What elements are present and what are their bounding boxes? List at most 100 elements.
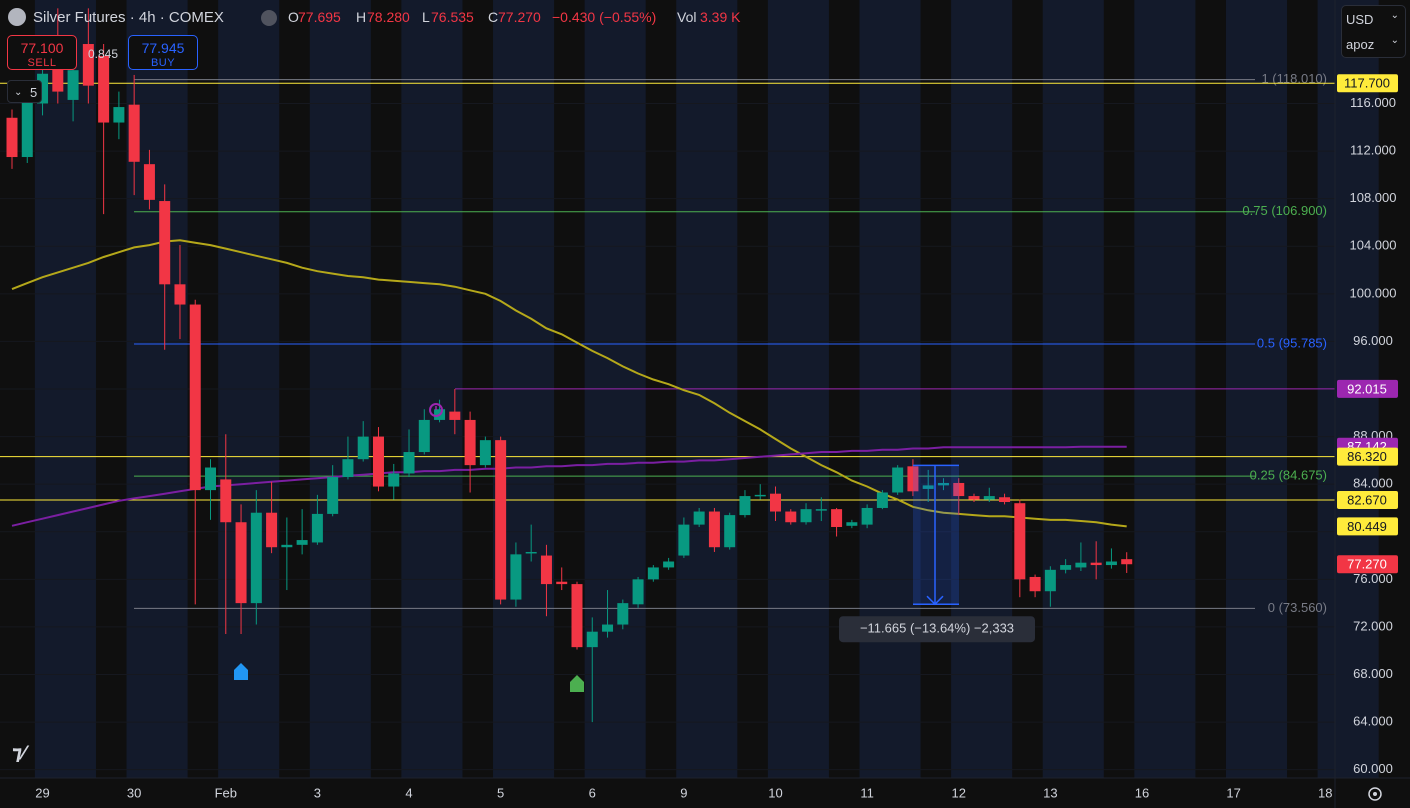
x-tick-label: 5: [497, 785, 504, 800]
alert-icon: [429, 403, 443, 417]
candle-body: [999, 497, 1011, 503]
sell-label: SELL: [27, 57, 57, 69]
candle-body: [82, 44, 94, 86]
candle-body: [846, 522, 858, 526]
ohlc-value: 77.695: [298, 9, 341, 25]
y-tick-label: 108.000: [1350, 190, 1397, 205]
buy-price: 77.945: [141, 40, 185, 56]
candle-body: [647, 567, 659, 580]
candle-body: [953, 482, 965, 497]
indicator-toggle[interactable]: ⌄ 5: [7, 80, 42, 103]
candle-body: [403, 452, 415, 474]
candle-body: [739, 496, 751, 516]
volume-key: Vol: [677, 9, 697, 25]
unit: apoz: [1346, 37, 1375, 52]
candle-body: [1090, 562, 1102, 566]
candle-body: [1121, 559, 1133, 565]
y-tick-label: 72.000: [1353, 618, 1393, 633]
candle-body: [464, 419, 476, 466]
signal-marker: [234, 663, 248, 680]
candle-body: [770, 493, 781, 512]
candle-body: [724, 515, 736, 548]
buy-button[interactable]: 77.945 BUY: [128, 35, 198, 70]
candle-body: [327, 477, 339, 514]
candle-body: [861, 507, 873, 525]
spread: 0.845: [88, 47, 119, 61]
chevron: ⌄: [14, 87, 23, 98]
x-tick-label: 17: [1226, 785, 1240, 800]
measure-label: −11.665 (−13.64%) −2,333: [860, 621, 1014, 636]
signal-marker: [570, 675, 584, 692]
moving-average: [11, 239, 1127, 528]
candle-body: [6, 117, 18, 158]
chevron: ⌄: [1390, 35, 1399, 46]
ohlc-value: 78.280: [367, 9, 410, 25]
ohlc-key: H: [356, 9, 367, 25]
y-tick-label: 60.000: [1353, 761, 1393, 776]
currency-selector[interactable]: USD apoz ⌄ ⌄: [1341, 5, 1406, 58]
price-badge-label: 82.670: [1347, 492, 1387, 507]
symbol-icon: [8, 8, 26, 26]
price-badge-label: 80.449: [1347, 519, 1387, 534]
candle-body: [128, 104, 140, 162]
measure-box: [913, 465, 959, 605]
candle-body: [250, 512, 262, 604]
x-tick-label: 13: [1043, 785, 1057, 800]
price-badge: [1337, 447, 1398, 466]
x-tick-label: 12: [952, 785, 966, 800]
candle-body: [67, 70, 79, 100]
y-tick-label: 64.000: [1353, 714, 1393, 729]
candle-body: [571, 584, 583, 648]
fib-label: 1 (118.010): [1261, 71, 1327, 86]
candle-body: [892, 467, 904, 493]
sell-button[interactable]: 77.100 SELL: [7, 35, 77, 70]
candle-body: [388, 473, 400, 487]
ohlc-value: 76.535: [431, 9, 474, 25]
candle-body: [418, 419, 430, 453]
price-badge: [1337, 555, 1398, 574]
measure-label-bg: [839, 616, 1035, 643]
candle-body: [510, 554, 522, 600]
candle-body: [663, 561, 675, 568]
currency: USD: [1346, 12, 1374, 27]
x-tick-label: 29: [35, 785, 49, 800]
measure-arrowhead: [926, 595, 944, 606]
candle-body: [693, 511, 705, 525]
y-tick-label: 116.000: [1350, 95, 1396, 110]
fib-label: 0 (73.560): [1268, 600, 1327, 615]
ohlc-value: 77.270: [498, 9, 541, 25]
buy-label: BUY: [150, 57, 176, 69]
x-tick-label: 16: [1135, 785, 1149, 800]
candle-body: [831, 509, 843, 527]
settings-icon[interactable]: [1368, 787, 1382, 801]
candle-body: [540, 555, 552, 585]
candle-body: [281, 544, 293, 548]
price-badge: [1337, 74, 1398, 93]
candle-body: [556, 581, 568, 585]
candle-body: [98, 55, 110, 123]
ohlc-key: O: [288, 9, 299, 25]
volume: 3.39 K: [700, 9, 741, 25]
settings-icon-center: [1373, 792, 1377, 796]
candle-body: [357, 436, 369, 460]
candle-body: [449, 411, 461, 420]
x-tick-label: 30: [127, 785, 141, 800]
candle-body: [754, 494, 766, 497]
symbol: Silver Futures · 4h · COMEX: [33, 9, 224, 26]
x-tick-label: 9: [680, 785, 687, 800]
x-tick-label: 18: [1318, 785, 1332, 800]
candle-body: [815, 509, 827, 511]
plot: 1 (118.010) 0.75 (106.900) 0.5 (95.785) 0.2…: [0, 8, 1335, 723]
y-tick-label: 68.000: [1353, 666, 1393, 681]
candle-body: [495, 440, 507, 600]
candle-body: [1105, 561, 1117, 566]
candle-body: [37, 73, 49, 104]
price-badge: [1337, 379, 1398, 398]
candle-body: [876, 492, 888, 508]
candle-body: [159, 201, 171, 285]
price-badge-label: 92.015: [1347, 381, 1387, 396]
candle-body: [266, 512, 278, 548]
